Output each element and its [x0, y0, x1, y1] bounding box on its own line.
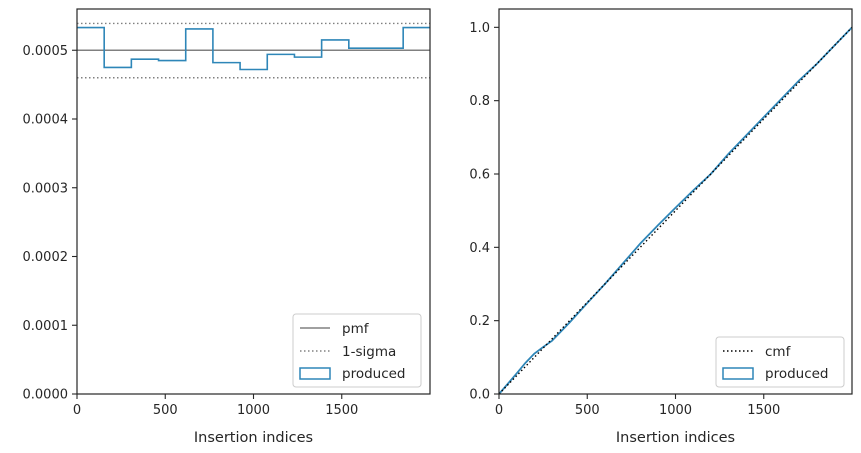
x-tick-label: 0	[73, 403, 81, 418]
left-legend: pmf 1-sigma produced	[292, 313, 422, 388]
legend-1-sigma-label: 1-sigma	[342, 344, 396, 360]
y-tick-label: 0.0	[469, 388, 490, 403]
left-chart: 0 500 1000 1500 0.0000 0.0001 0.0002 0.0003 0.00…	[23, 8, 431, 446]
right-legend-box	[715, 336, 845, 388]
y-tick-label: 0.4	[469, 241, 490, 256]
legend-produced-label-right: produced	[765, 366, 829, 382]
y-tick-label: 1.0	[469, 21, 490, 36]
legend-cmf-label: cmf	[765, 344, 792, 360]
y-tick-label: 0.0003	[23, 181, 69, 196]
x-tick-label: 0	[495, 403, 503, 418]
y-tick-label: 0.0000	[23, 388, 69, 403]
x-tick-label: 1000	[237, 403, 270, 418]
right-chart: 0 500 1000 1500 0.0 0.2 0.4 0.6 0.8 1.0 Insertion…	[469, 8, 853, 446]
y-tick-label: 0.0005	[23, 44, 69, 59]
x-tick-label: 500	[153, 403, 178, 418]
right-x-axis-label: Insertion indices	[616, 430, 735, 446]
legend-pmf-label: pmf	[342, 321, 370, 337]
right-ticks: 0 500 1000 1500 0.0 0.2 0.4 0.6 0.8 1.0	[469, 21, 780, 418]
left-x-axis-label: Insertion indices	[194, 430, 313, 446]
y-tick-label: 0.0002	[23, 250, 69, 265]
x-tick-label: 1500	[747, 403, 780, 418]
y-tick-label: 0.2	[469, 314, 490, 329]
y-tick-label: 0.0004	[23, 113, 69, 128]
y-tick-label: 0.8	[469, 94, 490, 109]
x-tick-label: 500	[575, 403, 600, 418]
left-ticks: 0 500 1000 1500 0.0000 0.0001 0.0002 0.0003 0.00…	[23, 44, 359, 418]
produced-step-line	[77, 26, 430, 71]
produced-cmf-line	[498, 26, 853, 395]
legend-produced-swatch	[299, 367, 331, 380]
x-tick-label: 1000	[659, 403, 692, 418]
legend-produced-swatch-right	[722, 367, 754, 380]
right-legend: cmf produced	[715, 336, 845, 388]
x-tick-label: 1500	[325, 403, 358, 418]
left-plot-area	[77, 22, 430, 79]
right-plot-area	[498, 26, 853, 395]
legend-produced-label: produced	[342, 366, 406, 382]
y-tick-label: 0.0001	[23, 319, 69, 334]
cmf-line	[498, 26, 853, 395]
y-tick-label: 0.6	[469, 168, 490, 183]
